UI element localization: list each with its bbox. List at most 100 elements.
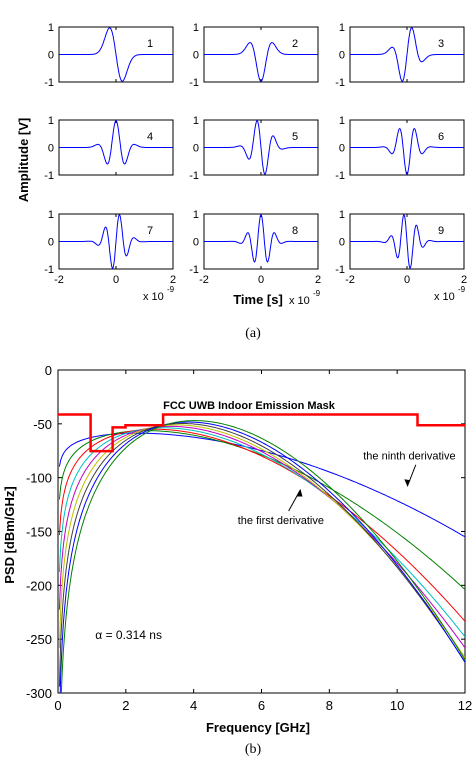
pulse-waveform-5 xyxy=(204,120,318,175)
caption-a: (a) xyxy=(245,326,261,341)
x-tick-label: 0 xyxy=(113,274,119,286)
y-tick-label: -1 xyxy=(44,264,54,276)
caption-b: (b) xyxy=(245,742,262,757)
psd-series-derivative-5 xyxy=(58,425,465,649)
pulse-panel-4: 1 0 -1 4 xyxy=(44,115,174,182)
psd-series-derivative-7 xyxy=(58,423,465,687)
psd-y-tick-label: -50 xyxy=(33,417,52,432)
y-tick-label: 0 xyxy=(48,50,54,62)
psd-series-derivative-9 xyxy=(60,420,465,693)
pulse-waveform-6 xyxy=(350,128,464,175)
y-tick-label: 1 xyxy=(339,22,345,34)
psd-xlabel: Frequency [GHz] xyxy=(206,720,310,735)
psd-x-tick-label: 6 xyxy=(258,698,265,713)
top-xlabel-exponent: x 10 -9 xyxy=(289,289,321,307)
panel-number-label: 6 xyxy=(438,131,444,143)
y-tick-label: 0 xyxy=(193,50,199,62)
y-tick-label: -1 xyxy=(189,170,199,182)
y-tick-label: -1 xyxy=(335,77,345,89)
x-exponent-note: x 10 xyxy=(143,291,164,303)
psd-y-tick-label: -200 xyxy=(26,578,52,593)
pulse-waveform-9 xyxy=(350,214,464,269)
panel-number-label: 9 xyxy=(438,225,444,237)
psd-series-derivative-3 xyxy=(58,428,465,622)
pulse-waveform-7 xyxy=(59,214,173,269)
x-tick-label: -2 xyxy=(345,274,355,286)
x-exponent-power: -9 xyxy=(458,285,466,294)
pulse-panel-8: 1 0 -1-2 0 2 8 xyxy=(189,209,321,286)
y-tick-label: 1 xyxy=(339,115,345,127)
psd-x-tick-label: 12 xyxy=(458,698,472,713)
panel-number-label: 1 xyxy=(147,38,153,50)
psd-series-derivative-4 xyxy=(58,427,465,638)
pulse-panel-3: 1 0 -1 3 xyxy=(335,22,465,89)
x-tick-label: 2 xyxy=(315,274,321,286)
y-tick-label: -1 xyxy=(335,170,345,182)
pulse-panel-9: 1 0 -1-2 0 2 9 x 10-9 xyxy=(335,209,467,303)
pulse-panel-2: 1 0 -1 2 xyxy=(189,22,319,89)
psd-x-tick-label: 2 xyxy=(122,698,129,713)
psd-x-tick-label: 10 xyxy=(390,698,404,713)
y-tick-label: 0 xyxy=(339,237,345,249)
y-tick-label: 0 xyxy=(48,143,54,155)
x-exponent-note: x 10 xyxy=(434,291,455,303)
psd-x-tick-label: 0 xyxy=(54,698,61,713)
pulse-panel-1: 1 0 -1 1 xyxy=(44,22,174,89)
panel-number-label: 4 xyxy=(147,131,153,143)
panel-number-label: 5 xyxy=(292,131,298,143)
y-tick-label: -1 xyxy=(44,77,54,89)
pulse-waveform-1 xyxy=(59,27,173,82)
y-tick-label: 0 xyxy=(193,237,199,249)
y-tick-label: 0 xyxy=(48,237,54,249)
y-tick-label: 0 xyxy=(339,143,345,155)
pulse-waveform-4 xyxy=(59,120,173,165)
y-tick-label: 1 xyxy=(48,209,54,221)
fcc-emission-mask xyxy=(58,413,465,453)
x-tick-label: -2 xyxy=(54,274,64,286)
top-xlabel-exponent-power: -9 xyxy=(313,289,321,298)
x-tick-label: 2 xyxy=(170,274,176,286)
y-tick-label: 1 xyxy=(193,115,199,127)
x-tick-label: 2 xyxy=(461,274,467,286)
pulse-waveform-8 xyxy=(204,214,318,263)
psd-y-tick-label: 0 xyxy=(45,363,52,378)
x-tick-label: 0 xyxy=(404,274,410,286)
psd-y-tick-label: -150 xyxy=(26,525,52,540)
psd-y-tick-label: -300 xyxy=(26,686,52,701)
first-derivative-label: the first derivative xyxy=(238,515,324,527)
psd-y-tick-label: -100 xyxy=(26,471,52,486)
y-tick-label: 1 xyxy=(193,209,199,221)
psd-series-derivative-8 xyxy=(59,421,465,693)
y-tick-label: 1 xyxy=(48,22,54,34)
panel-number-label: 3 xyxy=(438,38,444,50)
y-tick-label: -1 xyxy=(189,77,199,89)
panel-number-label: 8 xyxy=(292,225,298,237)
pulse-panel-6: 1 0 -1 6 xyxy=(335,115,465,182)
psd-x-tick-label: 4 xyxy=(190,698,197,713)
top-xlabel: Time [s] xyxy=(233,292,283,307)
x-tick-label: 0 xyxy=(258,274,264,286)
psd-ylabel: PSD [dBm/GHz] xyxy=(2,486,17,584)
top-xlabel-exponent-base: x 10 xyxy=(289,295,310,307)
pulse-panel-7: 1 0 -1-2 0 2 7 x 10-9 xyxy=(44,209,176,303)
x-tick-label: -2 xyxy=(199,274,209,286)
y-tick-label: -1 xyxy=(335,264,345,276)
panel-number-label: 2 xyxy=(292,38,298,50)
first-derivative-arrowhead xyxy=(296,489,303,497)
y-tick-label: 1 xyxy=(48,115,54,127)
psd-x-tick-label: 8 xyxy=(326,698,333,713)
psd-y-tick-label: -250 xyxy=(26,632,52,647)
psd-plot-frame xyxy=(57,369,466,694)
y-tick-label: 0 xyxy=(339,50,345,62)
ninth-derivative-label: the ninth derivative xyxy=(363,450,455,462)
y-tick-label: -1 xyxy=(189,264,199,276)
ninth-derivative-arrowhead xyxy=(404,479,411,487)
x-exponent-power: -9 xyxy=(167,285,175,294)
pulse-panel-5: 1 0 -1 5 xyxy=(189,115,319,182)
y-tick-label: -1 xyxy=(44,170,54,182)
y-tick-label: 0 xyxy=(193,143,199,155)
mask-label: FCC UWB Indoor Emission Mask xyxy=(163,400,336,412)
